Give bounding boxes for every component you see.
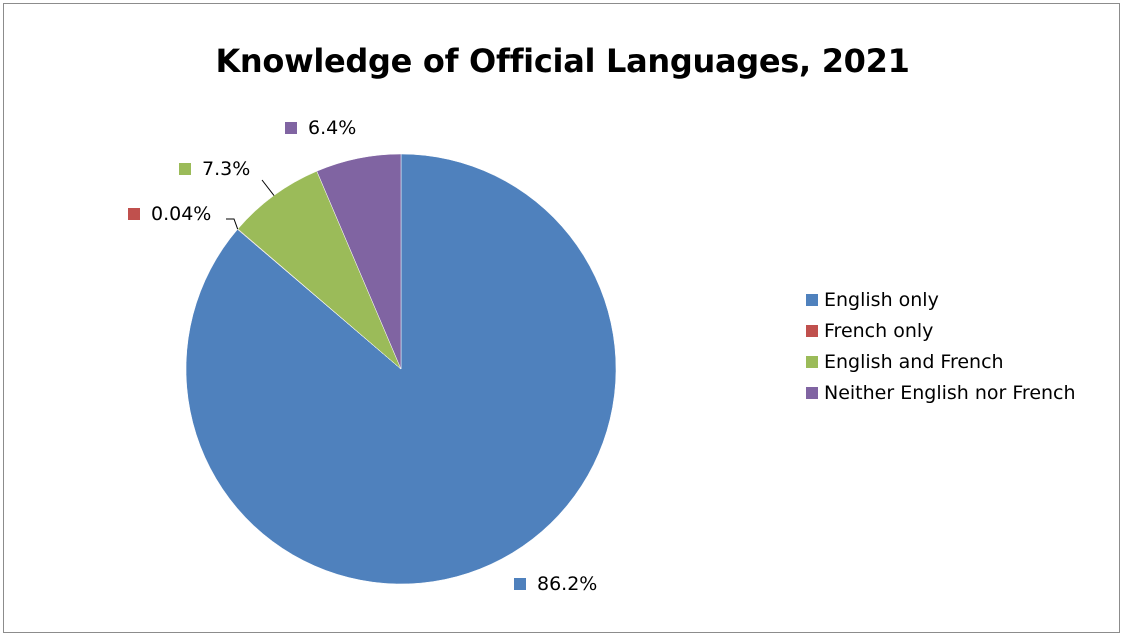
legend: English only French only English and Fre… [806, 286, 1076, 410]
legend-label: Neither English nor French [824, 382, 1076, 404]
data-label-english-and-french: 7.3% [179, 158, 250, 180]
legend-swatch [806, 387, 818, 399]
chart-title: Knowledge of Official Languages, 2021 [215, 42, 910, 80]
chart-frame [3, 3, 1120, 633]
data-label-swatch [179, 163, 191, 175]
pie-slice-english-and-french [237, 170, 402, 370]
leader-line-french-only [226, 218, 239, 230]
legend-label: English only [824, 289, 939, 311]
legend-label: French only [824, 320, 934, 342]
data-label-text: 6.4% [308, 117, 357, 139]
data-label-english-only: 86.2% [514, 573, 597, 595]
data-label-french-only: 0.04% [128, 203, 211, 225]
legend-swatch [806, 294, 818, 306]
data-label-text: 0.04% [151, 203, 212, 225]
legend-swatch [806, 356, 818, 368]
pie-slice-neither-english-nor-french [316, 153, 402, 370]
legend-item-french-only: French only [806, 317, 1076, 345]
legend-label: English and French [824, 351, 1004, 373]
legend-item-english-and-french: English and French [806, 348, 1076, 376]
legend-item-neither: Neither English nor French [806, 379, 1076, 407]
data-label-swatch [514, 578, 526, 590]
leader-line-english-and-french [261, 179, 275, 196]
legend-swatch [806, 325, 818, 337]
data-label-swatch [285, 122, 297, 134]
data-label-swatch [128, 208, 140, 220]
legend-item-english-only: English only [806, 286, 1076, 314]
data-label-neither: 6.4% [285, 117, 356, 139]
data-label-text: 86.2% [537, 573, 598, 595]
data-label-text: 7.3% [202, 158, 251, 180]
